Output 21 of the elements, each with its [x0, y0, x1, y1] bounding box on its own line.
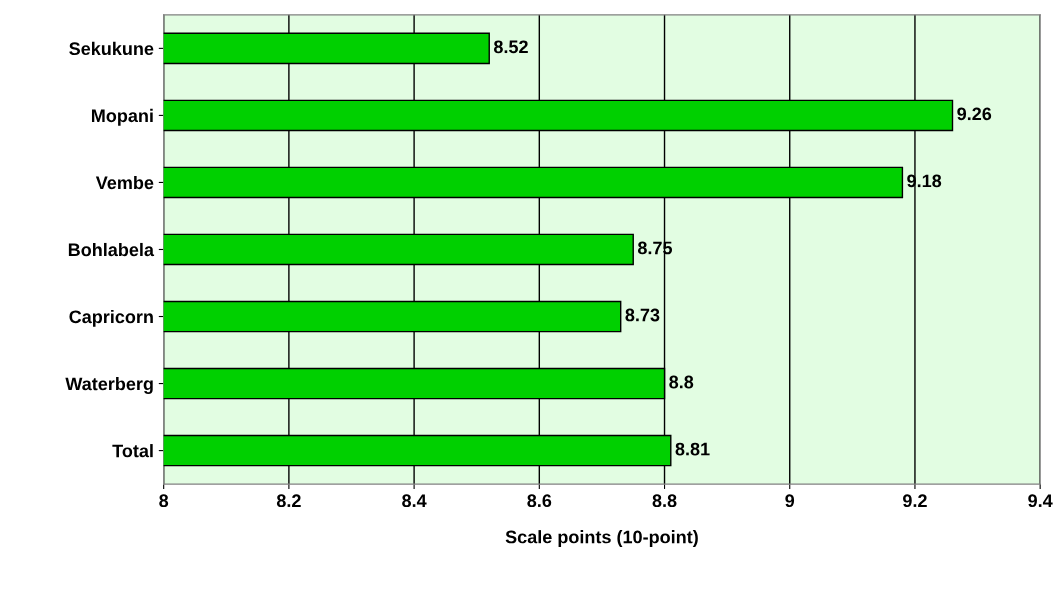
- y-tick-label: Total: [112, 444, 153, 458]
- y-tick-label: Waterberg: [65, 377, 153, 394]
- data-label: 8.8: [669, 375, 694, 389]
- data-label: 8.73: [625, 308, 660, 322]
- y-tick-label: Capricorn: [69, 309, 153, 327]
- y-tick-label: Bohlabela: [68, 242, 155, 257]
- x-tick-label: 8.4: [402, 494, 427, 508]
- x-tick-label: 8.6: [527, 494, 552, 508]
- y-tick-label: Sekukune: [69, 41, 154, 56]
- y-tick-label: Vembe: [95, 175, 154, 190]
- x-tick-label: 9.2: [903, 494, 927, 508]
- x-tick-label: 9: [785, 494, 795, 508]
- x-tick-label: 9.4: [1028, 494, 1053, 508]
- data-label: 9.26: [957, 107, 992, 121]
- x-tick-label: 8: [159, 494, 169, 508]
- y-tick-label: Mopani: [91, 108, 153, 126]
- x-tick-label: 8.8: [652, 494, 677, 508]
- x-axis-title: Scale points (10-point): [505, 530, 698, 547]
- data-label: 8.81: [675, 442, 710, 456]
- data-label: 8.52: [493, 40, 528, 54]
- x-tick-label: 8.2: [276, 494, 301, 508]
